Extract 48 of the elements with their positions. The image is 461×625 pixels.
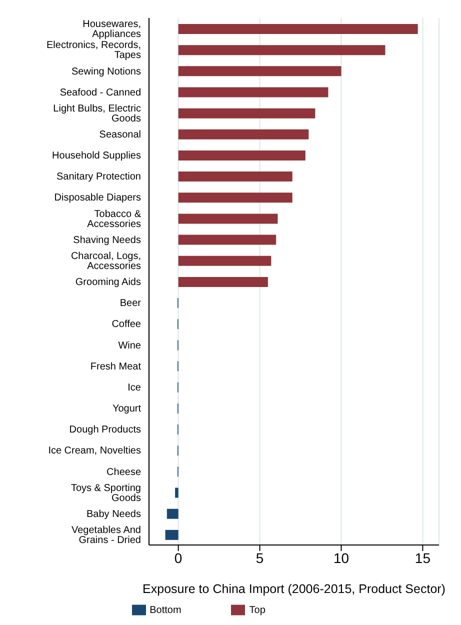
- bar: [178, 276, 268, 287]
- y-tick-label: Sewing Notions: [72, 66, 141, 78]
- y-tick-label: Household Supplies: [52, 150, 141, 162]
- y-tick-label: Ice: [128, 382, 142, 394]
- bar: [178, 256, 272, 266]
- bar: [178, 150, 306, 160]
- bar: [178, 214, 278, 224]
- y-tick-label: Dough Products: [69, 424, 141, 436]
- y-tick-label: Baby Needs: [86, 508, 141, 520]
- y-tick-label: Beer: [120, 298, 142, 310]
- y-tick-label: Grooming Aids: [75, 277, 141, 288]
- bar: [178, 172, 292, 182]
- y-tick-label: Charcoal, Logs, Accessories: [70, 250, 141, 272]
- y-tick-label: Housewares, Appliances: [82, 19, 141, 40]
- bar: [166, 508, 178, 519]
- y-tick-label: Light Bulbs, Electric Goods: [53, 103, 141, 124]
- y-tick-label: Fresh Meat: [90, 361, 142, 372]
- y-tick-label: Vegetables And Grains - Dried: [71, 525, 141, 546]
- y-tick-label: Toys & Sporting Goods: [70, 482, 141, 504]
- x-tick-label: 0: [174, 550, 182, 566]
- y-tick-label: Cheese: [106, 466, 142, 478]
- y-tick-label: Tobacco & Accessories: [87, 208, 142, 230]
- x-tick-label: 5: [256, 550, 264, 566]
- x-tick-label: 10: [333, 550, 350, 566]
- bar: [178, 24, 418, 34]
- y-tick-label: Ice Cream, Novelties: [48, 446, 141, 457]
- bar: [178, 234, 276, 245]
- bar: [178, 87, 328, 98]
- y-tick-label: Disposable Diapers: [54, 192, 141, 204]
- bar: [178, 192, 292, 203]
- bar: [178, 129, 309, 140]
- y-tick-label: Seafood - Canned: [60, 87, 141, 98]
- bar: [178, 45, 386, 56]
- y-tick-label: Seasonal: [99, 129, 141, 140]
- y-tick-label: Sanitary Protection: [56, 172, 141, 183]
- y-tick-label: Electronics, Records, Tapes: [46, 40, 141, 62]
- bar: [178, 66, 342, 76]
- bar: [175, 488, 178, 498]
- y-tick-label: Coffee: [112, 319, 142, 330]
- y-tick-label: Yogurt: [112, 404, 142, 415]
- y-tick-label: Shaving Needs: [73, 234, 141, 246]
- bar: [165, 530, 178, 540]
- legend-label: Top: [249, 604, 266, 616]
- x-tick-label: 15: [414, 550, 431, 566]
- legend-label: Bottom: [150, 604, 182, 616]
- y-tick-label: Wine: [118, 340, 142, 352]
- bar: [178, 108, 316, 118]
- x-axis-title: Exposure to China Import (2006-2015, Product Sector): [142, 582, 446, 596]
